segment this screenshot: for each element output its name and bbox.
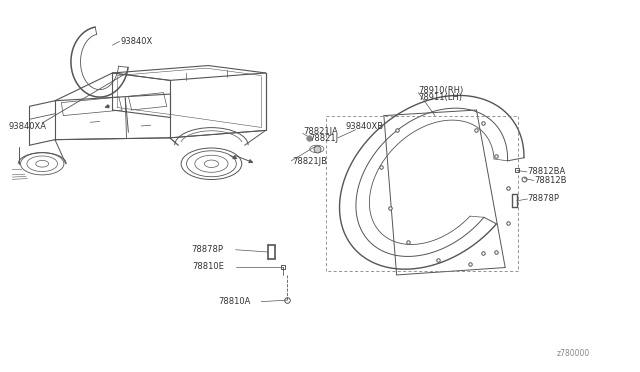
Text: 78911(LH): 78911(LH) [419,93,462,102]
Text: 78910(RH): 78910(RH) [419,86,463,95]
Text: 78821JB: 78821JB [292,157,327,166]
Text: 78878P: 78878P [527,195,559,203]
Text: 78821JA: 78821JA [303,126,338,136]
Text: 93840XA: 93840XA [8,122,46,131]
Text: 78810A: 78810A [218,297,250,306]
Text: 78878P: 78878P [191,244,223,253]
Text: 78812B: 78812B [534,176,566,185]
Text: 78810E: 78810E [192,262,224,271]
Text: 93840X: 93840X [121,37,153,46]
Text: 93840XB: 93840XB [346,122,383,131]
Text: 78812BA: 78812BA [527,167,566,176]
Text: 78821J: 78821J [310,134,339,143]
Text: z780000: z780000 [556,349,589,358]
